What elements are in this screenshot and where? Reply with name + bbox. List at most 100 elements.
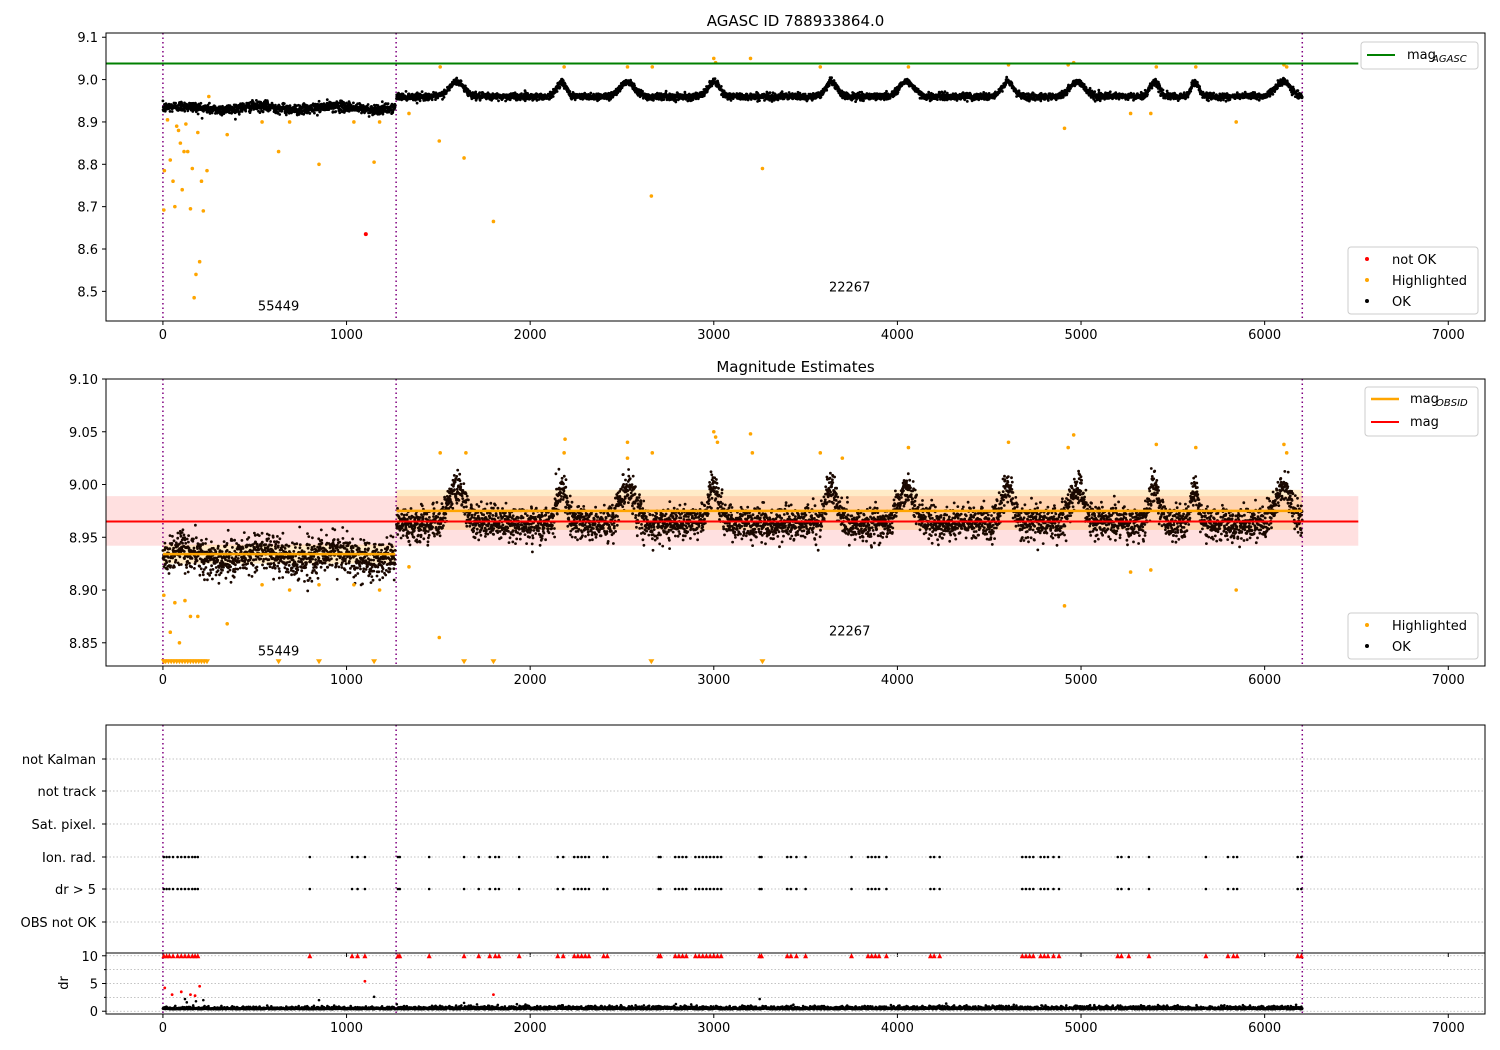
ok-point: [1097, 88, 1101, 92]
ok-point: [551, 95, 555, 98]
ok-point: [459, 79, 463, 83]
ok-point: [367, 115, 371, 118]
ok-point: [1157, 90, 1160, 94]
ok-point: [418, 99, 422, 103]
ok-point: [208, 112, 212, 115]
ok-point: [220, 113, 224, 117]
ok-point: [213, 105, 217, 109]
ok-point: [161, 99, 165, 103]
ok-point: [249, 100, 253, 104]
ok-point: [234, 117, 237, 121]
ok-point: [758, 99, 761, 102]
ok-point: [386, 102, 390, 105]
ok-point: [1001, 90, 1004, 93]
ok-point: [520, 92, 523, 95]
ok-point: [313, 111, 316, 115]
ok-point: [317, 99, 321, 103]
ok-point: [629, 78, 632, 82]
ok-point: [555, 90, 559, 93]
ok-point: [780, 90, 784, 94]
ok-point: [366, 103, 370, 106]
ok-point: [196, 112, 200, 116]
chart-title: AGASC ID 788933864.0: [707, 12, 885, 30]
ok-point: [819, 95, 823, 99]
ok-point: [288, 104, 292, 107]
ok-point: [168, 110, 172, 113]
ok-point: [474, 90, 478, 94]
ok-point: [830, 76, 833, 80]
ok-point: [1046, 99, 1050, 102]
ok-point: [334, 110, 338, 113]
ok-point: [633, 84, 636, 88]
ok-point: [208, 101, 211, 105]
ok-point: [420, 90, 424, 93]
ok-point: [1088, 86, 1092, 90]
ok-point: [163, 109, 167, 113]
ok-point: [729, 99, 733, 102]
ok-point: [568, 90, 572, 93]
ok-point: [278, 113, 282, 116]
ok-point: [455, 76, 459, 80]
ok-point: [827, 84, 831, 87]
ok-point: [200, 116, 204, 120]
ok-point: [719, 85, 723, 88]
ok-point: [282, 102, 286, 105]
ok-point: [641, 89, 644, 93]
ok-point: [664, 89, 668, 93]
ok-point: [274, 103, 277, 107]
ok-point: [183, 109, 187, 113]
ok-point: [1161, 88, 1165, 92]
ok-point: [199, 101, 203, 105]
ok-point: [943, 90, 947, 94]
ok-point: [896, 90, 900, 94]
ok-point: [249, 108, 253, 112]
ok-point: [174, 101, 178, 105]
ok-point: [268, 108, 272, 112]
ok-point: [170, 110, 174, 113]
ok-point: [430, 98, 434, 102]
ok-point: [415, 101, 419, 105]
ok-point: [210, 111, 214, 115]
ok-point: [885, 89, 888, 93]
ok-point: [407, 92, 411, 96]
ok-point: [1065, 92, 1069, 95]
ok-point: [258, 111, 262, 114]
ok-point: [352, 101, 355, 105]
ok-point: [316, 113, 319, 117]
ok-point: [589, 91, 593, 95]
ok-point: [393, 103, 397, 107]
ok-point: [240, 110, 244, 113]
ok-point: [442, 95, 446, 99]
ok-point: [244, 109, 248, 113]
ok-point: [497, 99, 500, 103]
ok-point: [1108, 90, 1112, 94]
ok-point: [180, 101, 184, 105]
ok-point: [237, 112, 241, 116]
ok-point: [1146, 93, 1149, 96]
ok-point: [717, 83, 721, 87]
ok-point: [825, 88, 829, 92]
ok-point: [261, 110, 265, 114]
ok-point: [183, 101, 186, 105]
ok-point: [1093, 90, 1097, 94]
ok-point: [284, 113, 288, 117]
ok-point: [927, 90, 931, 94]
ok-point: [768, 91, 772, 94]
ok-point: [1005, 75, 1009, 79]
ok-point: [248, 111, 252, 114]
ok-point: [338, 111, 342, 115]
ok-point: [380, 100, 384, 104]
ok-point: [308, 112, 312, 115]
ok-point: [404, 90, 408, 93]
ok-point: [251, 100, 255, 104]
ok-point: [862, 99, 865, 103]
ok-point: [325, 98, 329, 101]
ok-point: [276, 111, 280, 114]
ok-point: [965, 100, 969, 103]
ok-point: [558, 85, 562, 89]
ok-point: [1150, 86, 1154, 90]
ok-point: [255, 99, 258, 102]
ok-point: [713, 77, 717, 81]
